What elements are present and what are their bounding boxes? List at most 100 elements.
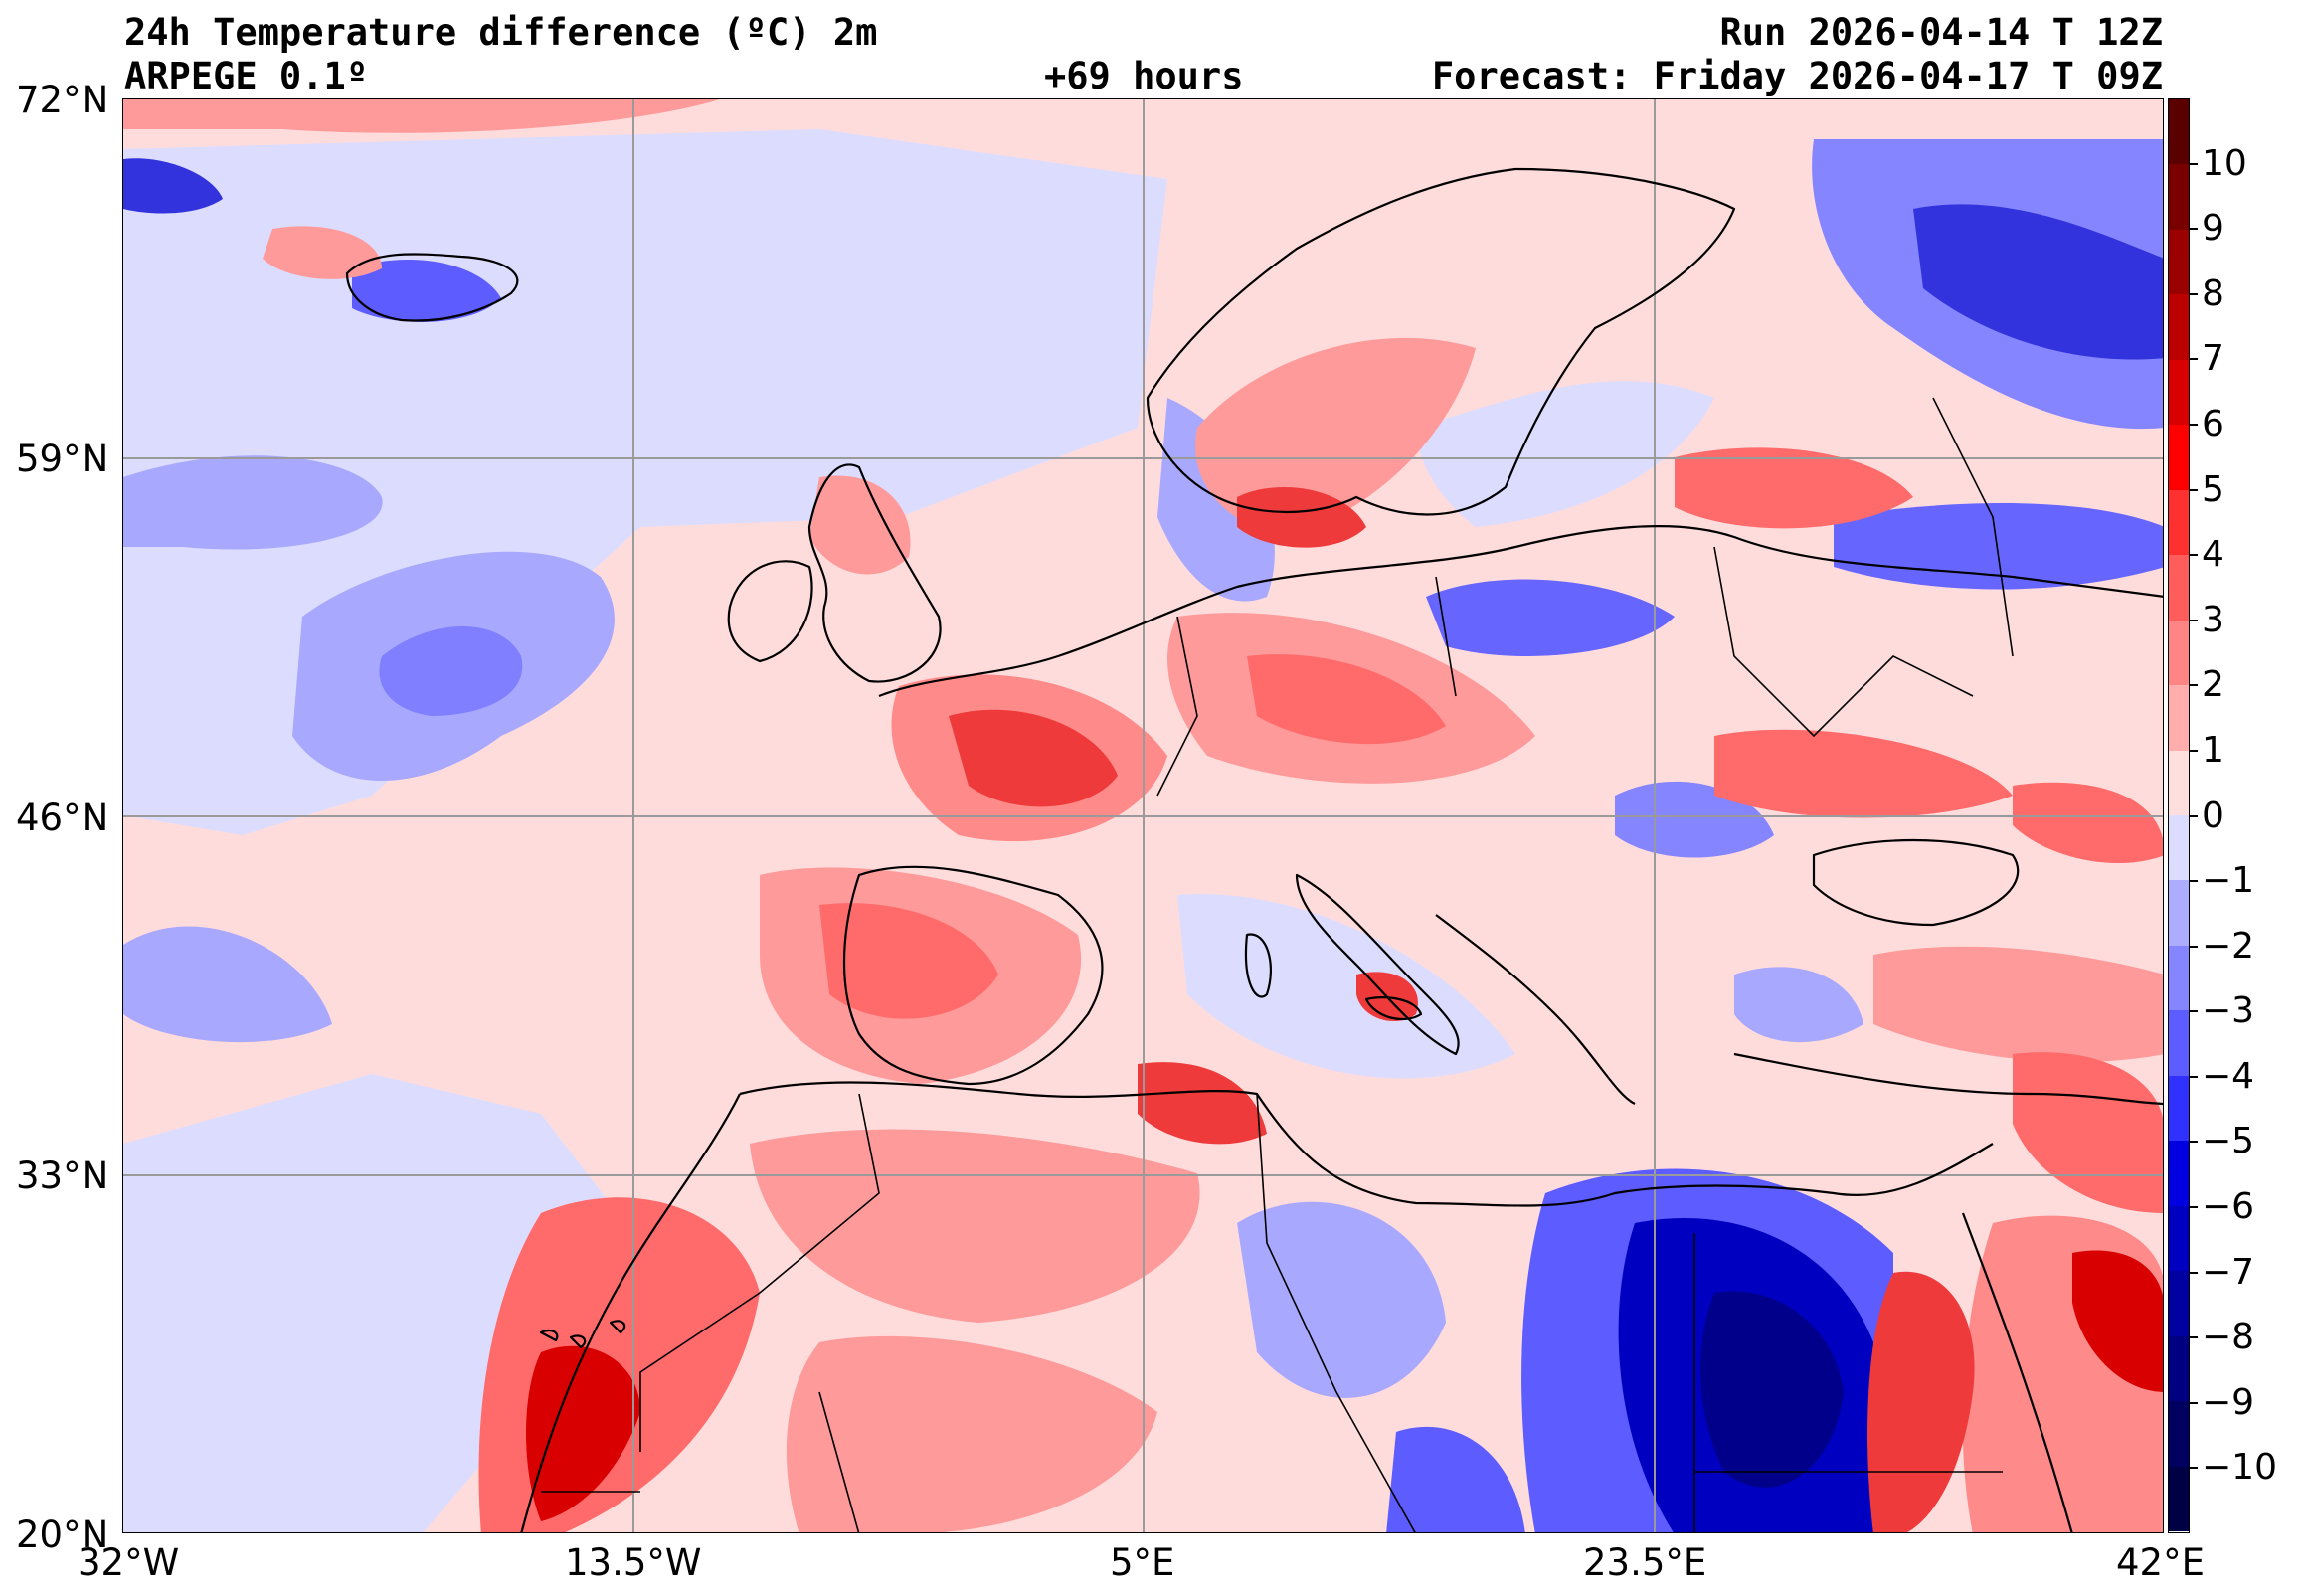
colorbar-segment <box>2169 359 2189 426</box>
colorbar-tick <box>2190 880 2198 883</box>
levant-warm <box>2013 1052 2163 1213</box>
colorbar-label: 5 <box>2202 468 2224 510</box>
colorbar-segment <box>2169 1141 2189 1207</box>
iberia-warm-strong <box>819 903 998 1019</box>
colorbar-label: −3 <box>2202 990 2255 1032</box>
colorbar-tick <box>2190 228 2198 231</box>
border-eastern-europe <box>1713 546 1974 738</box>
colorbar-label: 9 <box>2202 208 2224 250</box>
atlantic-cool-strong-1 <box>379 626 523 716</box>
warm-anomaly-areas <box>123 99 2163 1532</box>
colorbar-segment <box>2169 489 2189 556</box>
morocco-warm-strong <box>526 1345 640 1521</box>
colorbar-tick <box>2190 358 2198 361</box>
italy-coast <box>1295 873 1460 1056</box>
colorbar-segment <box>2169 1401 2189 1468</box>
red-sea-coast <box>1961 1212 2073 1532</box>
denmark-warm <box>1237 487 1366 548</box>
colorbar-tick <box>2190 814 2198 817</box>
anatolia-coast <box>1733 1052 2163 1106</box>
run-label: Run 2026-04-14 T 12Z <box>1719 11 2163 54</box>
baltic-cool-strong <box>1426 579 1675 656</box>
colorbar-segment <box>2169 1205 2189 1272</box>
border-mali <box>818 1391 860 1532</box>
colorbar-label: 10 <box>2202 142 2247 184</box>
scandinavia-cool <box>1416 381 1714 527</box>
colorbar-label: 7 <box>2202 338 2224 380</box>
arctic-warm-top <box>123 99 720 133</box>
colorbar-label: −7 <box>2202 1251 2255 1293</box>
lon-label-42e: 42°E <box>2116 1541 2205 1584</box>
turkey-warm <box>1873 946 2163 1063</box>
atlantic-africa-coast <box>520 1093 741 1532</box>
colorbar-segment <box>2169 685 2189 752</box>
colorbar-segment <box>2169 1466 2189 1532</box>
canary-islands <box>539 1320 626 1349</box>
arabia-warm-strong <box>2072 1250 2163 1392</box>
border-germany-poland <box>1435 576 1457 697</box>
tunisia-warm-strong <box>1138 1062 1267 1145</box>
colorbar-label: −9 <box>2202 1381 2255 1423</box>
border-algeria-libya <box>1256 1093 1416 1532</box>
egypt-cool-deep <box>1700 1291 1844 1488</box>
colorbar <box>2168 98 2190 1533</box>
colorbar-label: 2 <box>2202 664 2224 706</box>
colorbar-label: −10 <box>2202 1447 2277 1489</box>
maghreb-warm <box>750 1129 1200 1323</box>
central-europe-warm-strong <box>1247 654 1446 745</box>
france-warm-strong <box>949 709 1118 807</box>
nile-warm <box>1867 1271 1975 1532</box>
scandinavia-warm <box>1195 337 1476 537</box>
cool-anomaly-areas <box>123 129 2163 1532</box>
colorbar-tick <box>2190 292 2198 295</box>
russia-band-cool <box>1834 503 2163 590</box>
colorbar-label: −4 <box>2202 1055 2255 1097</box>
colorbar-label: 8 <box>2202 272 2224 314</box>
colorbar-label: −8 <box>2202 1317 2255 1358</box>
colorbar-tick <box>2190 162 2198 165</box>
colorbar-segment <box>2169 425 2189 491</box>
sahara-cool-strip <box>1386 1427 1525 1532</box>
colorbar-segment <box>2169 294 2189 361</box>
ireland-coast <box>727 560 813 663</box>
colorbar-tick <box>2190 684 2198 687</box>
colorbar-label: 6 <box>2202 403 2224 444</box>
sardinia-coast <box>1244 933 1272 998</box>
temperature-map[interactable] <box>122 98 2164 1533</box>
colorbar-segment <box>2169 815 2189 881</box>
colorbar-tick <box>2190 1206 2198 1209</box>
colorbar-tick <box>2190 1467 2198 1470</box>
scandinavia-coast <box>1146 167 1736 516</box>
political-borders <box>541 397 2014 1532</box>
coastlines <box>345 167 2163 1532</box>
lat-label-72n: 72°N <box>16 79 109 121</box>
colorbar-segment <box>2169 620 2189 686</box>
colorbar-label: 4 <box>2202 534 2224 576</box>
colorbar-segment <box>2169 99 2189 165</box>
colorbar-tick <box>2190 1401 2198 1404</box>
lat-label-59n: 59°N <box>16 438 109 480</box>
lon-label-13-5w: 13.5°W <box>565 1541 702 1584</box>
colorbar-tick <box>2190 1336 2198 1339</box>
iceland-warm <box>263 226 382 279</box>
lat-label-20n: 20°N <box>16 1513 109 1556</box>
colorbar-tick <box>2190 1075 2198 1078</box>
colorbar-tick <box>2190 554 2198 557</box>
black-sea-coast <box>1812 838 2020 927</box>
colorbar-segment <box>2169 164 2189 231</box>
uk-warm <box>809 475 911 575</box>
colorbar-segment <box>2169 1010 2189 1077</box>
chart-title: 24h Temperature difference (ºC) 2m <box>124 11 878 54</box>
sicily-coast <box>1364 996 1423 1021</box>
colorbar-label: 3 <box>2202 599 2224 640</box>
colorbar-tick <box>2190 1271 2198 1274</box>
britain-coast <box>807 463 942 683</box>
colorbar-label: −2 <box>2202 925 2255 967</box>
colorbar-label: −5 <box>2202 1121 2255 1162</box>
colorbar-segment <box>2169 880 2189 947</box>
atlantic-cool-mid-2 <box>123 455 383 550</box>
greenland-cool <box>123 158 223 214</box>
colorbar-tick <box>2190 423 2198 426</box>
atlantic-cool-mid-3 <box>123 926 332 1043</box>
lat-label-46n: 46°N <box>16 797 109 839</box>
